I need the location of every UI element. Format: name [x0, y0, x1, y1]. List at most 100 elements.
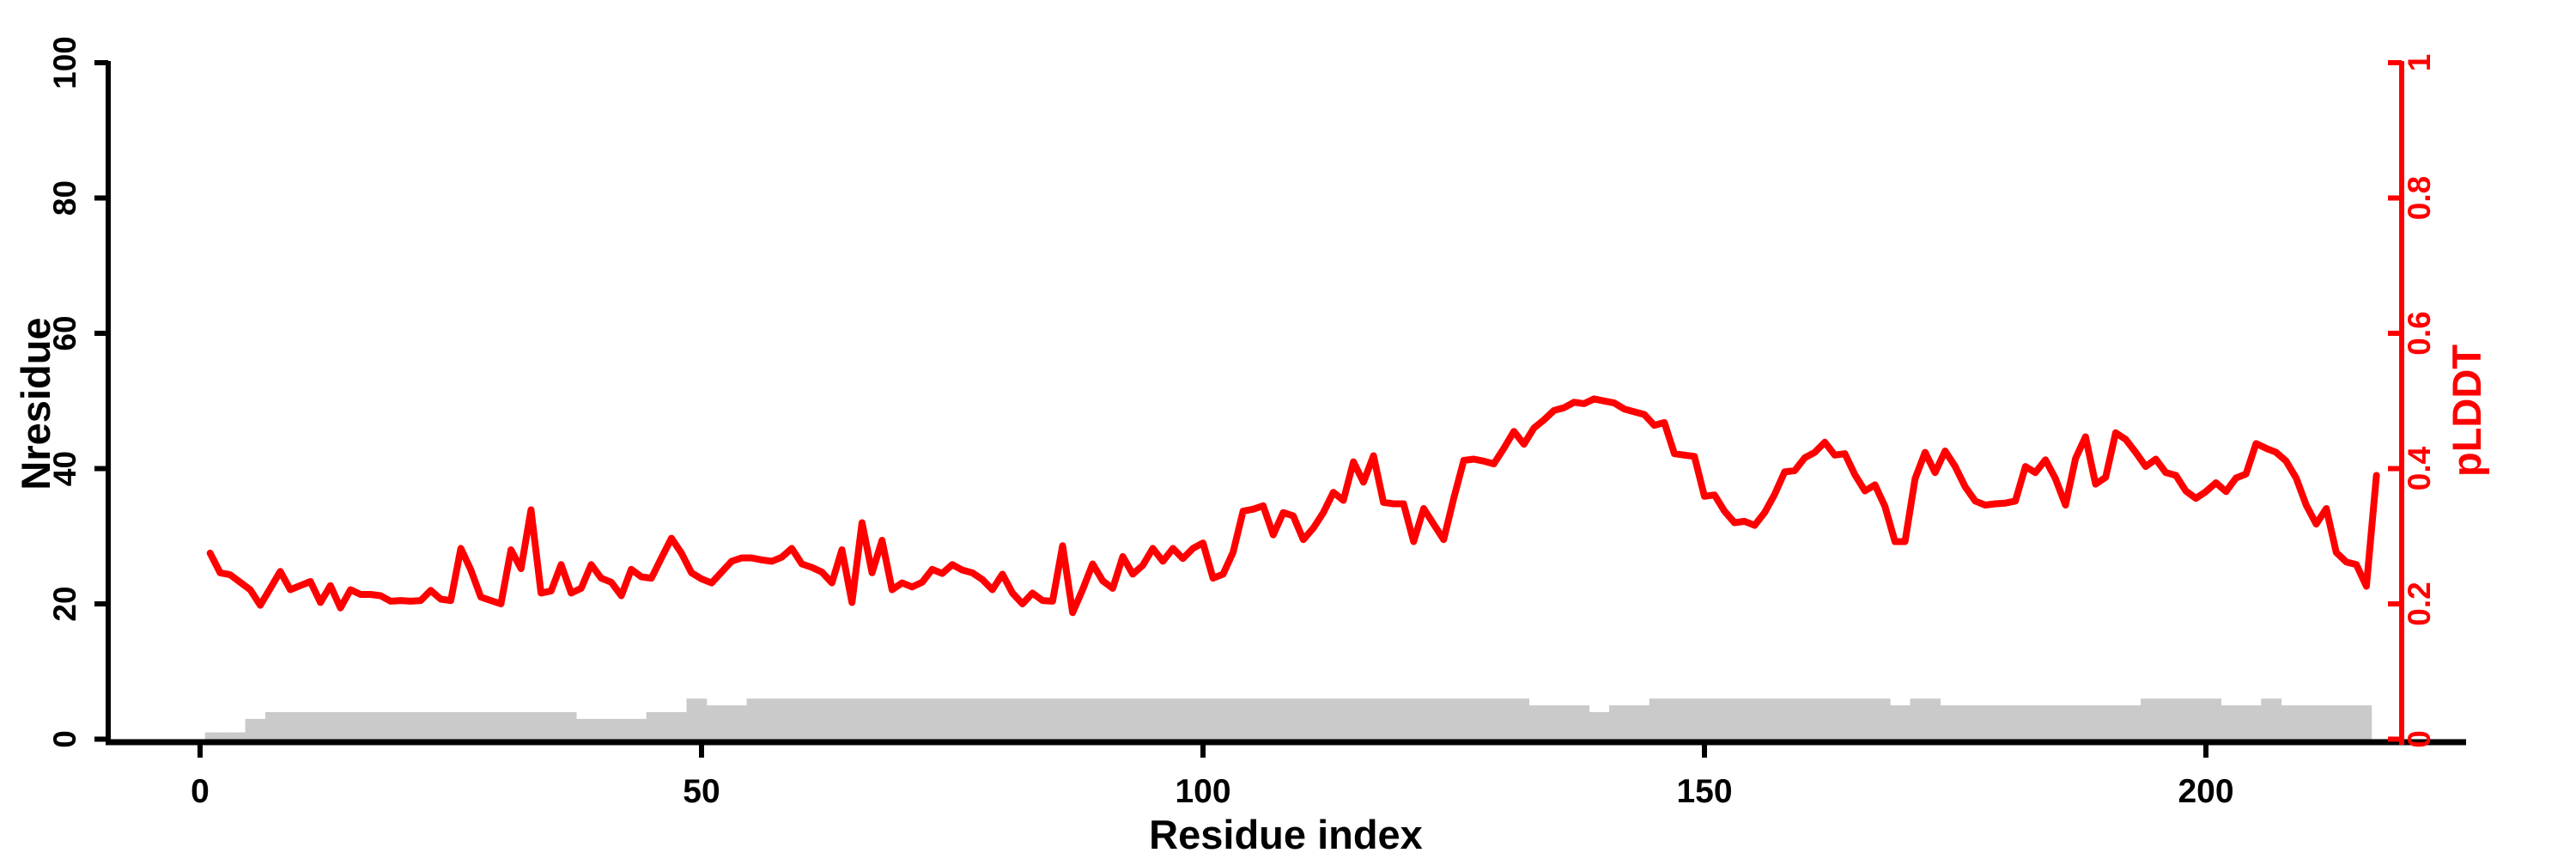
nresidue-bar — [1739, 698, 1751, 740]
nresidue-bar — [977, 698, 988, 740]
y-axis-right-tick-label: 0.2 — [2402, 582, 2437, 625]
nresidue-bar — [455, 712, 467, 740]
nresidue-bar — [1789, 698, 1801, 740]
nresidue-bar — [465, 712, 477, 740]
nresidue-bar — [2281, 705, 2292, 740]
nresidue-bar — [1509, 698, 1520, 740]
nresidue-bar — [1338, 698, 1349, 740]
nresidue-bar — [485, 712, 497, 740]
nresidue-bar — [1017, 698, 1029, 740]
nresidue-bar — [766, 698, 778, 740]
nresidue-bar — [1558, 705, 1570, 740]
nresidue-bar — [1027, 698, 1038, 740]
nresidue-bar — [1419, 698, 1430, 740]
nresidue-bar — [706, 705, 718, 740]
nresidue-bar — [1820, 698, 1831, 740]
nresidue-bar — [395, 712, 406, 740]
y-axis-left-tick-label: 40 — [47, 451, 82, 486]
nresidue-bar — [1138, 698, 1149, 740]
nresidue-bar — [1839, 698, 1850, 740]
nresidue-bar — [526, 712, 537, 740]
nresidue-bar — [255, 718, 266, 740]
nresidue-bar — [1007, 698, 1018, 740]
nresidue-bar — [515, 712, 527, 740]
nresidue-bar — [726, 705, 738, 740]
nresidue-bar — [1749, 698, 1760, 740]
nresidue-bar — [285, 712, 296, 740]
nresidue-bar — [1378, 698, 1389, 740]
nresidue-bar — [386, 712, 397, 740]
nresidue-bar — [1297, 698, 1309, 740]
nresidue-bar — [2040, 705, 2051, 740]
axes: 0 50 100 150 200 0 20 40 60 80 100 — [47, 36, 2466, 810]
x-axis-title: Residue index — [1149, 812, 1423, 857]
nresidue-bar — [586, 718, 597, 740]
nresidue-bar — [1719, 698, 1730, 740]
y-axis-right-tick-label: 0.4 — [2402, 446, 2437, 490]
nresidue-bar — [234, 732, 246, 740]
nresidue-bar — [365, 712, 376, 740]
nresidue-bar — [1318, 698, 1329, 740]
nresidue-bar — [1880, 698, 1891, 740]
nresidue-bar — [2240, 705, 2252, 740]
nresidue-bar — [435, 712, 447, 740]
nresidue-bar — [1458, 698, 1470, 740]
nresidue-bar — [2150, 698, 2161, 740]
y-axis-right-title: pLDDT — [2444, 344, 2489, 477]
nresidue-bar — [596, 718, 607, 740]
nresidue-bar — [1910, 698, 1921, 740]
nresidue-bar — [1850, 698, 1861, 740]
nresidue-bar — [887, 698, 898, 740]
nresidue-bar — [1388, 698, 1400, 740]
nresidue-bar — [836, 698, 848, 740]
nresidue-bar — [1177, 698, 1188, 740]
nresidue-bar — [1207, 698, 1219, 740]
nresidue-bar — [1198, 698, 1209, 740]
nresidue-bar — [1308, 698, 1319, 740]
nresidue-bar — [1168, 698, 1179, 740]
nresidue-bar — [225, 732, 236, 740]
nresidue-bar — [1579, 705, 1590, 740]
nresidue-bar — [416, 712, 427, 740]
nresidue-bar — [375, 712, 386, 740]
nresidue-bar — [806, 698, 817, 740]
nresidue-bar — [686, 698, 697, 740]
nresidue-bar — [1629, 705, 1640, 740]
nresidue-bar — [1609, 705, 1620, 740]
nresidue-bar — [1368, 698, 1379, 740]
nresidue-bar — [987, 698, 999, 740]
nresidue-bar — [1709, 698, 1721, 740]
nresidue-bar — [1799, 698, 1811, 740]
nresidue-bar — [656, 712, 667, 740]
nresidue-bar — [666, 712, 677, 740]
nresidue-bar — [2030, 705, 2041, 740]
nresidue-bar — [1699, 698, 1710, 740]
nresidue-bar — [1428, 698, 1439, 740]
nresidue-bar — [566, 712, 577, 740]
y-axis-right-tick-label: 0.8 — [2402, 176, 2437, 220]
nresidue-bar — [2050, 705, 2062, 740]
nresidue-bar — [1408, 698, 1419, 740]
nresidue-bar — [2000, 705, 2011, 740]
nresidue-bar — [927, 698, 938, 740]
y-axis-right-tick-label: 0 — [2402, 730, 2437, 748]
nresidue-bar — [1679, 698, 1690, 740]
nresidue-bar — [796, 698, 808, 740]
nresidue-bar — [1548, 705, 1560, 740]
right-axis: 0 0.2 0.4 0.6 0.8 1 — [2388, 54, 2437, 748]
nresidue-bar — [1860, 698, 1871, 740]
nresidue-bar — [1619, 705, 1630, 740]
nresidue-bar — [1539, 705, 1550, 740]
nresidue-bar — [1067, 698, 1078, 740]
nresidue-bar — [1649, 698, 1660, 740]
nresidue-bar — [2300, 705, 2312, 740]
x-axis-tick-label: 150 — [1676, 773, 1732, 810]
nresidue-bar — [2261, 698, 2272, 740]
nresidue-bar — [957, 698, 969, 740]
nresidue-bar — [2070, 705, 2081, 740]
nresidue-bar — [495, 712, 507, 740]
y-axis-left-tick-label: 20 — [47, 586, 82, 621]
x-axis-tick-label: 100 — [1175, 773, 1230, 810]
nresidue-bar — [1047, 698, 1059, 740]
nresidue-bar — [1328, 698, 1340, 740]
